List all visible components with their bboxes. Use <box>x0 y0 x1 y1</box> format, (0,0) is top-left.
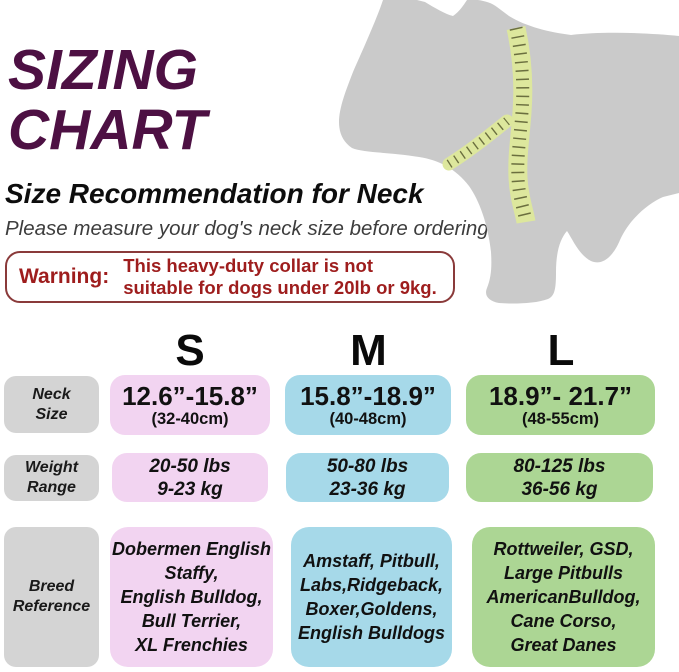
measuring-tape-band <box>506 25 536 224</box>
breed-reference-cell-m: Amstaff, Pitbull, Labs,Ridgeback, Boxer,… <box>291 527 452 667</box>
neck-size-cm-m: (40-48cm) <box>329 410 407 428</box>
weight-range-cell-l: 80-125 lbs 36-56 kg <box>466 453 653 502</box>
dog-body-shape <box>339 0 679 304</box>
neck-size-inches-l: 18.9”- 21.7” <box>488 381 633 411</box>
warning-label: Warning: <box>19 265 110 288</box>
page-title: SIZING CHART <box>8 40 206 160</box>
row-label-neck-size: Neck Size <box>4 376 99 433</box>
neck-size-cm-l: (48-55cm) <box>521 410 600 428</box>
title-line-2: CHART <box>8 98 207 162</box>
neck-size-cell-m: 15.8”-18.9” (40-48cm) <box>285 375 451 435</box>
row-label-breed-reference: Breed Reference <box>4 527 99 667</box>
size-header-m: M <box>350 326 387 375</box>
section-subtitle: Size Recommendation for Neck <box>5 178 424 209</box>
neck-size-inches-s: 12.6”-15.8” <box>122 381 258 411</box>
weight-range-cell-s: 20-50 lbs 9-23 kg <box>112 453 268 502</box>
warning-box: Warning: This heavy-duty collar is not s… <box>5 251 455 303</box>
dog-silhouette-image <box>339 0 679 312</box>
title-line-1: SIZING <box>8 38 199 102</box>
breed-reference-cell-l: Rottweiler, GSD, Large Pitbulls American… <box>472 527 655 667</box>
measuring-tape-diagonal-ticks <box>446 117 510 168</box>
size-header-l: L <box>547 326 575 375</box>
weight-range-cell-m: 50-80 lbs 23-36 kg <box>286 453 449 502</box>
neck-size-cell-s: 12.6”-15.8” (32-40cm) <box>110 375 270 435</box>
neck-size-inches-m: 15.8”-18.9” <box>300 381 436 411</box>
neck-size-cm-s: (32-40cm) <box>151 410 229 428</box>
neck-size-cell-l: 18.9”- 21.7” (48-55cm) <box>466 375 655 435</box>
breed-reference-cell-s: Dobermen English Staffy, English Bulldog… <box>110 527 273 667</box>
measure-note: Please measure your dog's neck size befo… <box>5 217 489 240</box>
size-header-s: S <box>175 326 205 375</box>
warning-text: This heavy-duty collar is not suitable f… <box>123 255 437 298</box>
row-label-weight-range: Weight Range <box>4 455 99 501</box>
